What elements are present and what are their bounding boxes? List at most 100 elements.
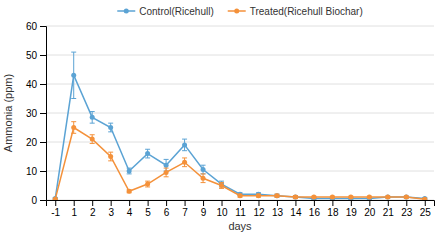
x-tick: 5 — [145, 200, 151, 218]
x-tick: 14 — [290, 200, 302, 218]
point — [90, 137, 95, 142]
point — [201, 167, 206, 172]
x-tick-label: 3 — [108, 207, 114, 218]
y-tick-label: 0 — [31, 195, 37, 206]
grid-line — [46, 171, 434, 172]
point — [367, 195, 372, 200]
error-bar — [164, 168, 169, 177]
series — [53, 52, 428, 200]
legend-marker — [124, 9, 129, 14]
error-bar — [201, 174, 206, 183]
y-axis: 0 10 20 30 40 50 60 — [26, 21, 47, 206]
grid — [46, 26, 434, 200]
x-tick-mark — [129, 200, 130, 206]
y-tick-label: 30 — [26, 108, 38, 119]
y-tick-label: 40 — [26, 79, 38, 90]
grid-line — [46, 142, 434, 143]
legend-item: Control(Ricehull) — [117, 6, 213, 17]
x-tick-label: 4 — [127, 207, 133, 218]
point — [385, 195, 390, 200]
x-tick-label: 18 — [327, 207, 339, 218]
error-bar — [90, 112, 95, 124]
legend: Control(Ricehull) Treated(Ricehull Biocha… — [117, 6, 362, 17]
x-tick: 18 — [327, 200, 339, 218]
y-tick: 10 — [26, 166, 46, 177]
x-tick-mark — [111, 200, 112, 206]
x-tick-label: 11 — [235, 207, 246, 218]
series-group — [53, 52, 428, 200]
x-tick: 9 — [201, 200, 207, 218]
error-bar — [145, 149, 150, 158]
x-tick: 2 — [90, 200, 96, 218]
point — [422, 196, 427, 200]
x-tick-mark — [388, 200, 389, 206]
x-tick: 25 — [420, 200, 432, 218]
x-tick-label: 13 — [272, 207, 284, 218]
grid-line — [46, 84, 434, 85]
y-tick: 60 — [26, 21, 46, 32]
legend-item: Treated(Ricehull Biochar) — [228, 6, 363, 17]
y-tick-mark — [40, 55, 46, 56]
error-bar — [71, 52, 76, 98]
y-axis-title: Ammonia (ppm) — [2, 74, 14, 152]
point — [127, 169, 132, 174]
x-axis: -112345679101112131416181920212325 — [47, 200, 435, 218]
x-tick-label: 6 — [164, 207, 170, 218]
x-tick-mark — [351, 200, 352, 206]
y-tick-label: 20 — [26, 137, 38, 148]
error-bar — [71, 122, 76, 134]
grid-line — [46, 113, 434, 114]
point — [164, 170, 169, 175]
point — [348, 195, 353, 200]
point — [108, 125, 113, 130]
grid-line — [46, 26, 434, 27]
x-tick-label: 7 — [182, 207, 188, 218]
x-tick: 10 — [216, 200, 228, 218]
x-tick-mark — [222, 200, 223, 206]
point — [293, 195, 298, 200]
x-tick-label: 14 — [290, 207, 302, 218]
x-tick-mark — [203, 200, 204, 206]
x-tick: 19 — [346, 200, 358, 218]
x-tick: 4 — [127, 200, 133, 218]
error-bar — [219, 183, 224, 189]
series — [53, 122, 428, 200]
point — [293, 195, 298, 200]
x-tick-mark — [406, 200, 407, 206]
point — [404, 195, 409, 200]
error-bar — [201, 165, 206, 174]
y-tick: 30 — [26, 108, 46, 119]
point — [53, 196, 58, 200]
y-tick-label: 60 — [26, 21, 38, 32]
x-tick-label: 5 — [145, 207, 151, 218]
point — [108, 154, 113, 159]
point — [90, 115, 95, 120]
error-bar — [108, 123, 113, 132]
y-tick: 50 — [26, 50, 46, 61]
x-tick-mark — [277, 200, 278, 206]
x-axis-title: days — [228, 220, 252, 232]
x-tick-mark — [240, 200, 241, 206]
x-tick: 23 — [401, 200, 413, 218]
point — [182, 160, 187, 165]
point — [71, 73, 76, 78]
x-tick: -1 — [51, 200, 60, 218]
y-tick-mark — [40, 26, 46, 27]
y-axis-line — [40, 27, 47, 201]
error-bar — [127, 168, 132, 174]
y-tick-label: 50 — [26, 50, 38, 61]
legend-label: Control(Ricehull) — [139, 6, 213, 17]
point — [256, 193, 261, 198]
x-tick-label: 10 — [216, 207, 228, 218]
x-tick-mark — [92, 200, 93, 206]
x-tick-label: -1 — [51, 207, 60, 218]
point — [164, 163, 169, 168]
point — [145, 182, 150, 187]
x-axis-line — [47, 201, 435, 207]
x-tick-mark — [425, 200, 426, 206]
y-tick-label: 10 — [26, 166, 38, 177]
point — [182, 142, 187, 147]
y-tick: 40 — [26, 79, 46, 90]
x-tick-label: 23 — [401, 207, 413, 218]
point — [71, 125, 76, 130]
